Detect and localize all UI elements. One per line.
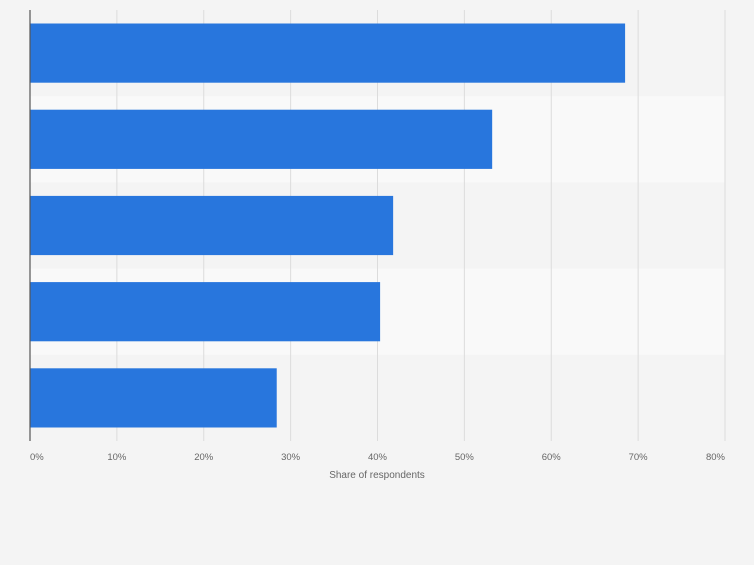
bar[interactable]: [30, 368, 277, 428]
x-tick-label: 0%: [30, 452, 44, 463]
x-tick-label: 80%: [706, 452, 726, 463]
bar[interactable]: [30, 23, 626, 83]
x-tick-label: 40%: [368, 452, 388, 463]
x-tick-labels: 0% 10% 20% 30% 40% 50% 60% 70% 80%: [30, 452, 726, 463]
x-tick-label: 10%: [107, 452, 127, 463]
bar[interactable]: [30, 195, 394, 256]
x-tick-label: 60%: [542, 452, 562, 463]
bar[interactable]: [30, 282, 381, 342]
x-tick-label: 20%: [194, 452, 214, 463]
x-axis-label: Share of respondents: [329, 470, 425, 481]
x-tick-label: 50%: [455, 452, 475, 463]
x-tick-label: 70%: [629, 452, 649, 463]
bar[interactable]: [30, 109, 493, 169]
bars: [30, 23, 626, 428]
x-tick-label: 30%: [281, 452, 301, 463]
